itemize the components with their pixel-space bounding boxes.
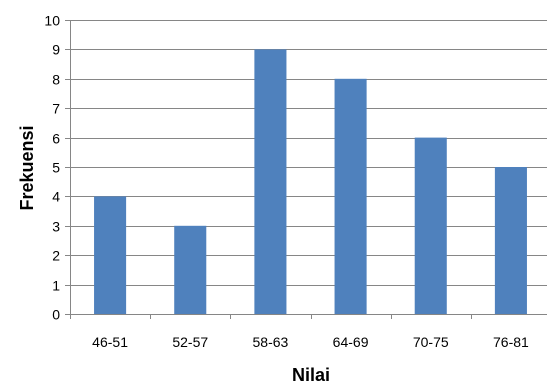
x-tick-label: 52-57 xyxy=(172,334,208,350)
y-tick-labels: 0 1 2 3 4 5 6 7 8 9 10 xyxy=(44,13,60,323)
gridlines xyxy=(70,20,547,286)
y-tick-label: 1 xyxy=(52,278,60,294)
y-axis-title: Frekuensi xyxy=(17,125,37,210)
x-tick-label: 46-51 xyxy=(92,334,128,350)
y-tick-label: 5 xyxy=(52,160,60,176)
x-tick-labels: 46-51 52-57 58-63 64-69 70-75 76-81 xyxy=(92,334,529,350)
y-tick-label: 9 xyxy=(52,42,60,58)
y-tick-label: 6 xyxy=(52,131,60,147)
x-tick-label: 64-69 xyxy=(333,334,369,350)
bar-52-57 xyxy=(174,225,207,314)
x-axis-title: Nilai xyxy=(292,365,330,385)
x-tick-label: 70-75 xyxy=(413,334,449,350)
bars xyxy=(94,49,527,315)
y-tick-label: 8 xyxy=(52,72,60,88)
y-tick-label: 2 xyxy=(52,248,60,264)
bar-76-81 xyxy=(494,167,527,314)
bar-70-75 xyxy=(414,137,447,314)
y-tick-label: 10 xyxy=(44,13,60,29)
x-tick-label: 58-63 xyxy=(253,334,289,350)
x-tick-label: 76-81 xyxy=(493,334,529,350)
y-tick-label: 3 xyxy=(52,219,60,235)
y-tick-label: 7 xyxy=(52,101,60,117)
axes xyxy=(65,20,547,319)
y-tick-label: 0 xyxy=(52,307,60,323)
y-tick-label: 4 xyxy=(52,189,60,205)
bar-64-69 xyxy=(334,78,367,314)
bar-58-63 xyxy=(254,49,287,315)
bar-46-51 xyxy=(94,196,127,314)
